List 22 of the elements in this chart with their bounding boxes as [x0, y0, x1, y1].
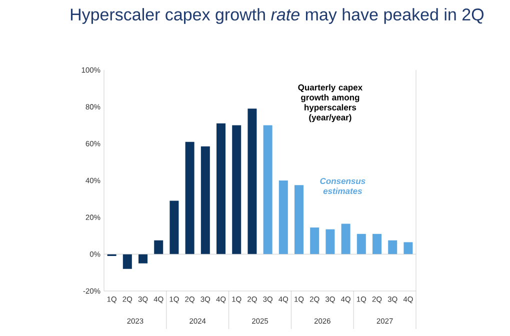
annotation: Consensus estimates [320, 178, 366, 194]
bar [326, 229, 335, 254]
bar [122, 254, 132, 269]
bar [216, 123, 226, 254]
bar [310, 227, 320, 254]
bar [138, 254, 148, 264]
bar [294, 185, 304, 254]
bar [248, 108, 257, 254]
bar [278, 180, 288, 254]
bar [154, 240, 164, 254]
bar [372, 234, 382, 254]
bar [185, 142, 194, 254]
bar [341, 224, 350, 254]
bar [170, 200, 179, 254]
bar [232, 125, 242, 254]
chart-title: Hyperscaler capex growth rate may have peaked in 2Q [70, 8, 484, 24]
bar [388, 240, 398, 254]
bar [263, 125, 272, 254]
bar [356, 234, 366, 254]
bar [404, 242, 413, 254]
bar [200, 146, 210, 254]
annotation: Quarterly capex growth among hyperscalers (year/year) [298, 84, 362, 122]
